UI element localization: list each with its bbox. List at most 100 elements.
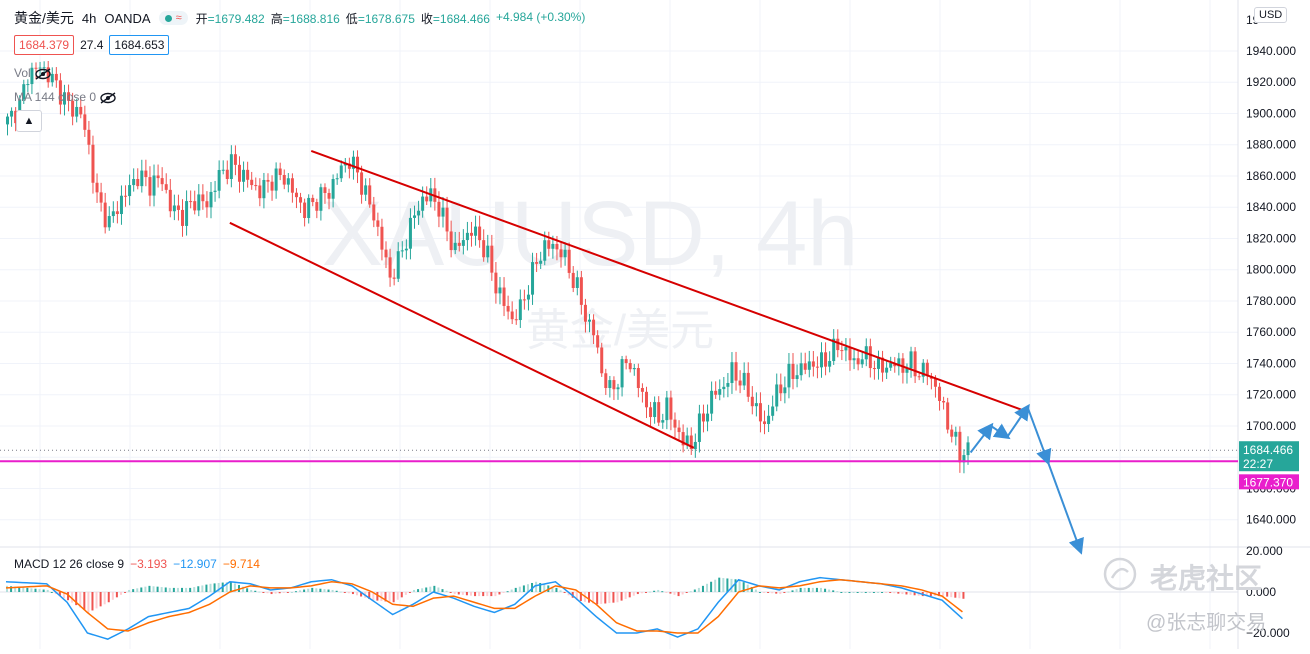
macd-hist-bar bbox=[392, 592, 395, 603]
macd-hist-bar bbox=[661, 591, 664, 593]
change-value: +4.984 (+0.30%) bbox=[495, 9, 586, 24]
macd-hist-bar bbox=[600, 592, 603, 604]
candle-body bbox=[421, 196, 425, 211]
candle-body bbox=[482, 240, 486, 258]
last-price-label: 1684.466 bbox=[1243, 443, 1293, 457]
currency-button[interactable]: USD bbox=[1254, 7, 1288, 23]
macd-signal-value: −9.714 bbox=[222, 557, 260, 571]
macd-hist-bar bbox=[172, 587, 175, 592]
candle-body bbox=[315, 202, 319, 211]
macd-hist-bar bbox=[811, 587, 814, 592]
candle-body bbox=[547, 240, 551, 249]
macd-hist-bar bbox=[193, 587, 196, 592]
macd-hist-bar bbox=[803, 587, 806, 592]
symbol-title[interactable]: 黄金/美元 bbox=[14, 10, 74, 26]
axis-tick-label: 1900.000 bbox=[1246, 106, 1296, 120]
candle-body bbox=[628, 363, 632, 370]
macd-hist-bar bbox=[559, 590, 562, 592]
candle-body bbox=[925, 362, 929, 377]
candle-body bbox=[583, 304, 587, 322]
macd-hist-bar bbox=[714, 579, 717, 592]
candle-body bbox=[172, 205, 176, 212]
candle-body bbox=[555, 243, 559, 250]
macd-hist-bar bbox=[596, 592, 599, 605]
candle-body bbox=[242, 169, 246, 182]
macd-line bbox=[5, 576, 963, 640]
candle-body bbox=[392, 277, 396, 279]
macd-hist-bar bbox=[290, 592, 293, 593]
candle-body bbox=[811, 361, 815, 367]
candle-body bbox=[62, 92, 66, 105]
sell-price-button[interactable]: 1684.379 bbox=[14, 35, 75, 55]
macd-hist-bar bbox=[889, 592, 892, 593]
candle-body bbox=[335, 178, 339, 180]
candle-body bbox=[474, 226, 478, 236]
price-axis: 191940.0001920.0001900.0001880.0001860.0… bbox=[1239, 13, 1299, 640]
macd-title[interactable]: MACD 12 26 close 9 bbox=[14, 557, 125, 571]
ohlc-values: 开=1679.482 高=1688.816 低=1678.675 收=1684.… bbox=[196, 10, 586, 27]
macd-hist-bar bbox=[148, 585, 151, 592]
macd-hist-bar bbox=[876, 592, 879, 593]
macd-hist-bar bbox=[339, 591, 342, 593]
candle-body bbox=[331, 179, 335, 199]
candle-body bbox=[921, 362, 925, 377]
trend-overlays bbox=[0, 150, 1238, 555]
candle-body bbox=[103, 202, 107, 228]
hidden-eye-icon[interactable] bbox=[99, 90, 117, 104]
candle-body bbox=[266, 179, 270, 182]
collapse-indicators-button[interactable]: ▲ bbox=[16, 110, 42, 132]
candle-body bbox=[343, 163, 347, 166]
macd-hist-bar bbox=[181, 587, 184, 592]
candle-body bbox=[701, 413, 705, 422]
candle-body bbox=[221, 169, 225, 171]
candle-body bbox=[750, 396, 754, 407]
candle-body bbox=[876, 357, 880, 369]
candle-body bbox=[372, 204, 376, 221]
candle-body bbox=[50, 73, 54, 83]
candle-body bbox=[815, 366, 819, 368]
brand-watermark: 老虎社区 bbox=[1150, 563, 1263, 594]
ma-indicator[interactable]: MA 144 close 0 bbox=[14, 90, 117, 104]
candle-body bbox=[282, 174, 286, 185]
macd-hist-bar bbox=[852, 592, 855, 593]
interval-label[interactable]: 4h bbox=[81, 10, 97, 26]
macd-hist-bar bbox=[518, 586, 521, 592]
candle-body bbox=[799, 363, 803, 376]
macd-hist-bar bbox=[79, 592, 82, 608]
buy-price-button[interactable]: 1684.653 bbox=[109, 35, 170, 55]
macd-hist-bar bbox=[26, 587, 29, 592]
hidden-eye-icon[interactable] bbox=[34, 66, 52, 80]
macd-hist-bar bbox=[775, 592, 778, 594]
macd-hist-bar bbox=[962, 592, 965, 599]
macd-hist-bar bbox=[331, 589, 334, 592]
macd-hist-bar bbox=[335, 590, 338, 592]
market-status-pill[interactable]: ≈ bbox=[158, 11, 188, 25]
vol-indicator[interactable]: Vol bbox=[14, 66, 52, 80]
macd-hist-bar bbox=[604, 592, 607, 604]
ma-label: MA 144 close 0 bbox=[14, 90, 97, 104]
candle-body bbox=[893, 362, 897, 367]
candle-body bbox=[661, 420, 665, 423]
macd-hist-bar bbox=[270, 592, 273, 595]
macd-hist-bar bbox=[807, 587, 810, 592]
candle-body bbox=[46, 67, 50, 83]
macd-hist-bar bbox=[722, 578, 725, 592]
macd-hist-bar bbox=[404, 592, 407, 595]
candle-body bbox=[946, 402, 950, 430]
macd-hist-bar bbox=[539, 582, 542, 592]
candle-body bbox=[657, 402, 661, 423]
macd-hist-bar bbox=[136, 588, 139, 592]
candle-body bbox=[469, 232, 473, 236]
candle-body bbox=[465, 232, 469, 241]
macd-hist-bar bbox=[763, 592, 766, 593]
candle-body bbox=[763, 421, 767, 425]
macd-axis-label: −20.000 bbox=[1246, 626, 1290, 640]
macd-hist-bar bbox=[868, 592, 871, 593]
candle-body bbox=[681, 432, 685, 446]
candle-body bbox=[136, 178, 140, 187]
macd-hist-bar bbox=[225, 582, 228, 592]
candle-body bbox=[209, 191, 213, 208]
macd-hist-bar bbox=[620, 592, 623, 601]
candle-body bbox=[767, 415, 771, 425]
